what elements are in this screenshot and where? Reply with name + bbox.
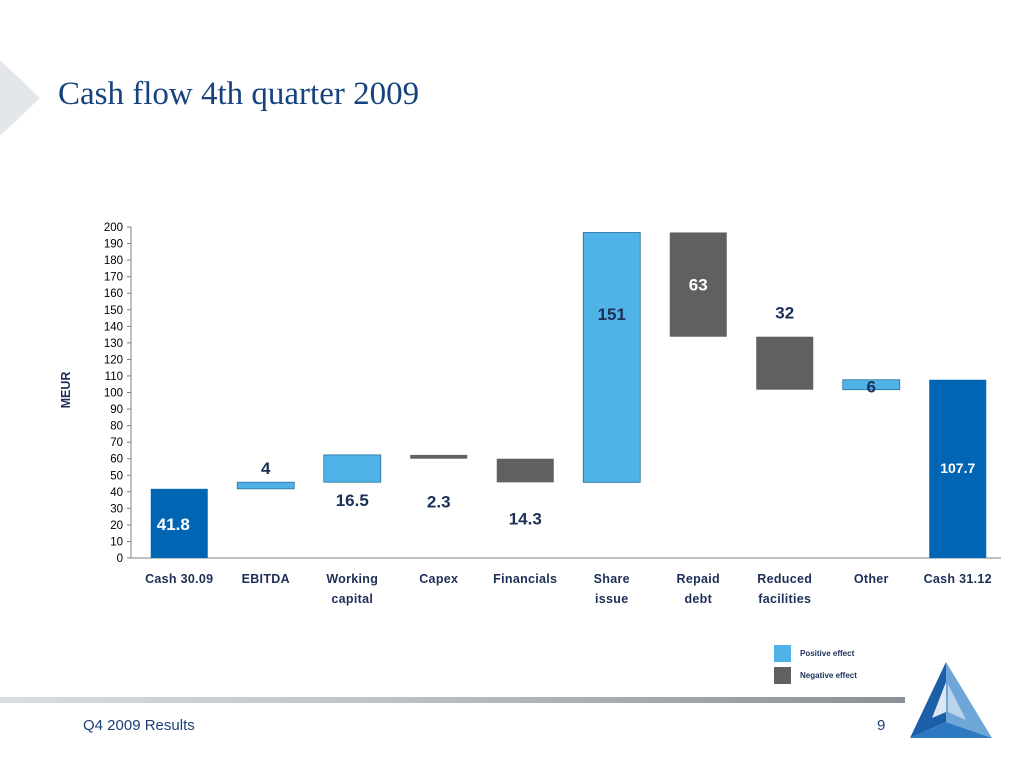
bar-share-issue [582, 232, 641, 483]
x-tick-label: capital [331, 592, 373, 606]
y-tick-label: 40 [110, 487, 123, 499]
data-label: 4 [261, 459, 271, 478]
bar-cash-31-12 [929, 379, 987, 558]
slide-title: Cash flow 4th quarter 2009 [58, 76, 420, 112]
x-tick-label: facilities [758, 592, 811, 606]
y-tick-label: 140 [104, 321, 123, 333]
y-axis-label: MEUR [59, 372, 73, 409]
data-label: 16.5 [336, 491, 369, 510]
x-tick-label: Reduced [757, 572, 812, 586]
x-tick-label: Cash 30.09 [145, 572, 213, 586]
x-tick-label: Working [326, 572, 378, 586]
x-tick-label: Cash 31.12 [924, 572, 992, 586]
bar-other [842, 379, 901, 391]
bar-reduced-facilities [756, 336, 814, 390]
y-tick-label: 130 [104, 338, 123, 350]
legend-item-negative: Negative effect [774, 664, 857, 686]
footer-divider [0, 697, 905, 703]
y-tick-label: 190 [104, 239, 123, 251]
y-tick-label: 120 [104, 354, 123, 366]
x-tick-label: Share [594, 572, 630, 586]
legend-item-positive: Positive effect [774, 642, 857, 664]
x-tick-label: Repaid [677, 572, 720, 586]
data-label: 2.3 [427, 493, 451, 512]
data-label: 6 [867, 378, 876, 397]
bar-ebitda [236, 481, 295, 490]
bar-capex [410, 454, 468, 459]
legend-swatch-negative [774, 666, 791, 684]
y-tick-label: 50 [110, 470, 123, 482]
y-tick-label: 180 [104, 255, 123, 267]
y-tick-label: 0 [117, 553, 123, 565]
y-tick-label: 60 [110, 454, 123, 466]
x-tick-label: Other [854, 572, 889, 586]
bar-repaid-debt [669, 232, 727, 337]
page-number: 9 [877, 717, 886, 734]
y-tick-label: 90 [110, 404, 123, 416]
legend-label-positive: Positive effect [800, 648, 855, 658]
y-tick-label: 70 [110, 437, 123, 449]
bar-financials [496, 458, 554, 483]
x-tick-label: debt [684, 592, 712, 606]
data-label: 14.3 [509, 509, 542, 528]
y-tick-label: 200 [104, 222, 123, 234]
y-tick-label: 150 [104, 305, 123, 317]
x-tick-label: EBITDA [242, 572, 290, 586]
y-tick-label: 10 [110, 536, 123, 548]
y-tick-label: 110 [105, 371, 123, 383]
y-tick-label: 30 [110, 503, 123, 515]
chart-legend: Positive effect Negative effect [774, 642, 857, 686]
x-tick-label: issue [595, 592, 628, 606]
data-label: 107.7 [940, 460, 975, 476]
company-logo [910, 662, 992, 738]
y-tick-label: 170 [104, 272, 123, 284]
x-tick-label: Capex [419, 572, 458, 586]
bar-working-capital [323, 454, 382, 483]
y-tick-label: 80 [110, 421, 123, 433]
data-label: 63 [689, 275, 708, 294]
legend-swatch-positive [774, 644, 791, 662]
waterfall-chart: 0 10 20 30 40 50 60 70 80 90 100 110 120 130 140 150 160… [59, 222, 1001, 606]
bar-cash-30-09 [150, 488, 208, 558]
y-tick-label: 160 [104, 288, 123, 300]
data-label: 151 [598, 305, 626, 324]
footer-text: Q4 2009 Results [83, 717, 195, 734]
y-tick-label: 100 [104, 388, 123, 400]
y-tick-label: 20 [110, 520, 123, 532]
legend-label-negative: Negative effect [800, 670, 857, 680]
data-label: 32 [775, 304, 794, 323]
data-label: 41.8 [157, 515, 190, 534]
x-tick-label: Financials [493, 572, 557, 586]
corner-tab-decoration [0, 60, 40, 136]
